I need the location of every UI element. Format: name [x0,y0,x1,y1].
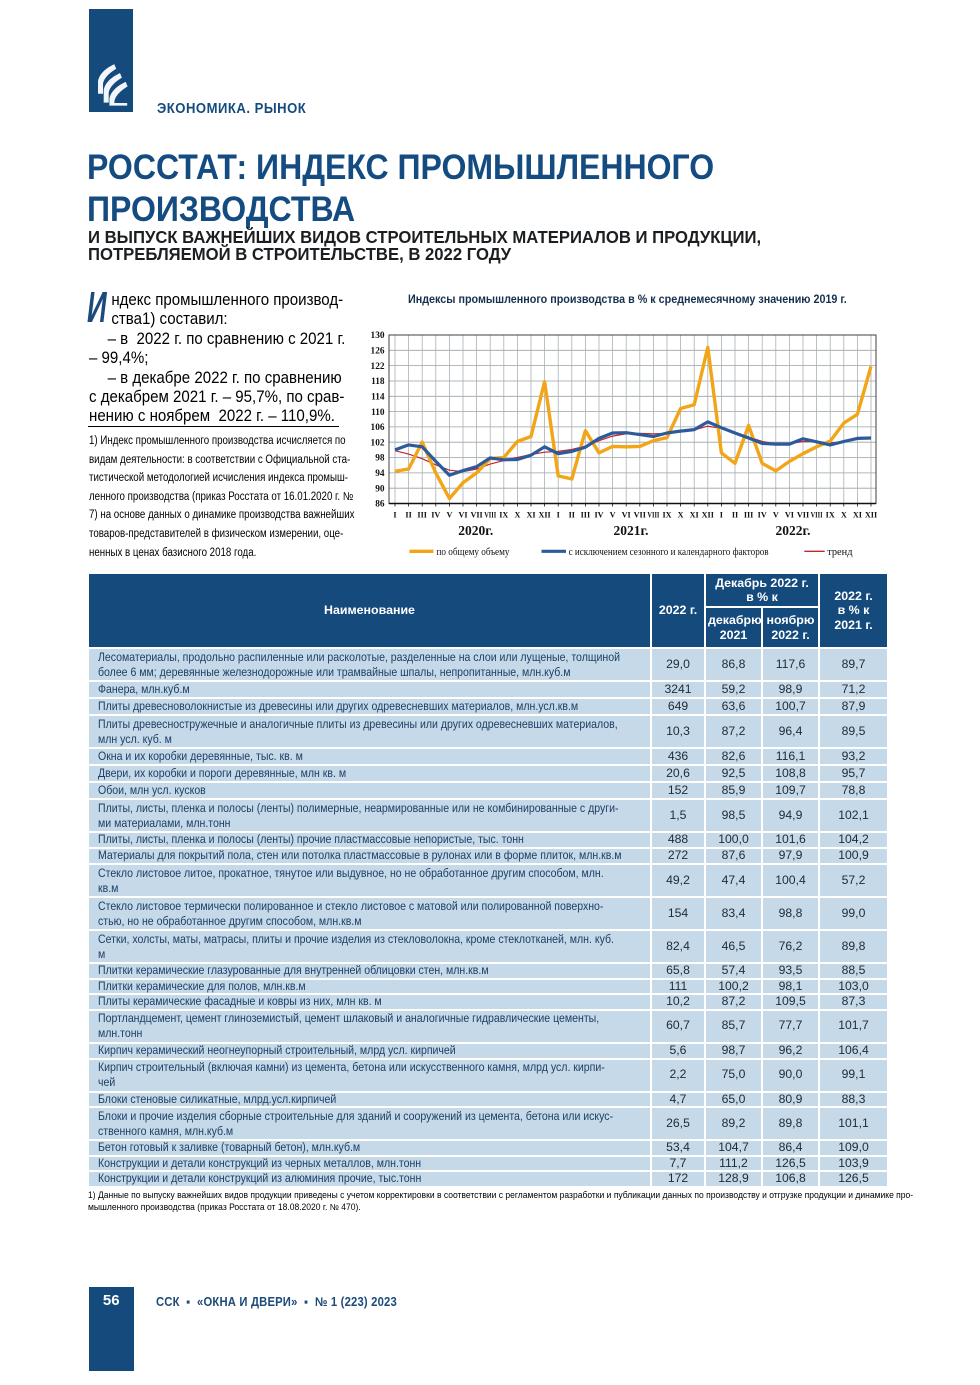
svg-text:X: X [514,511,520,520]
svg-text:IV: IV [594,511,603,520]
svg-text:по общему объему: по общему объему [437,547,511,558]
svg-text:2022г.: 2022г. [776,523,811,538]
svg-text:I: I [720,511,723,520]
svg-text:86: 86 [375,500,385,510]
svg-text:110: 110 [371,408,385,418]
svg-text:VII: VII [634,511,646,520]
svg-text:I: I [557,511,560,520]
svg-text:VIII: VIII [811,511,823,520]
svg-text:I: I [393,511,396,520]
svg-text:II: II [732,511,738,520]
svg-text:XI: XI [526,511,535,520]
svg-text:IV: IV [431,511,440,520]
svg-text:XI: XI [853,511,862,520]
svg-text:VIII: VIII [484,511,496,520]
svg-text:VI: VI [458,511,467,520]
svg-text:IX: IX [499,511,508,520]
svg-text:V: V [446,511,452,520]
svg-text:130: 130 [371,331,385,341]
svg-text:тренд: тренд [827,547,853,558]
svg-text:106: 106 [371,423,385,433]
svg-text:IX: IX [662,511,671,520]
svg-text:94: 94 [375,469,385,479]
svg-text:98: 98 [375,454,385,464]
svg-text:VI: VI [785,511,794,520]
svg-text:X: X [678,511,684,520]
svg-text:с исключением сезонного и кале: с исключением сезонного и календарного ф… [569,547,769,558]
svg-text:118: 118 [371,377,385,387]
svg-text:V: V [773,511,779,520]
svg-text:VIII: VIII [647,511,659,520]
svg-text:2020г.: 2020г. [458,523,493,538]
svg-text:III: III [744,511,754,520]
svg-text:122: 122 [371,362,385,372]
svg-text:114: 114 [371,393,385,403]
svg-text:II: II [405,511,411,520]
svg-text:III: III [581,511,591,520]
svg-text:II: II [569,511,575,520]
svg-text:IV: IV [758,511,767,520]
svg-text:VII: VII [797,511,809,520]
svg-text:VII: VII [470,511,482,520]
svg-text:X: X [841,511,847,520]
svg-text:90: 90 [375,484,385,494]
svg-text:XII: XII [538,511,550,520]
svg-text:2021г.: 2021г. [614,523,649,538]
svg-text:126: 126 [371,347,385,357]
svg-text:XI: XI [690,511,699,520]
svg-text:VI: VI [622,511,631,520]
svg-text:III: III [417,511,427,520]
svg-text:XII: XII [865,511,877,520]
svg-text:V: V [610,511,616,520]
svg-text:IX: IX [826,511,835,520]
svg-text:XII: XII [702,511,714,520]
svg-text:102: 102 [371,438,385,448]
